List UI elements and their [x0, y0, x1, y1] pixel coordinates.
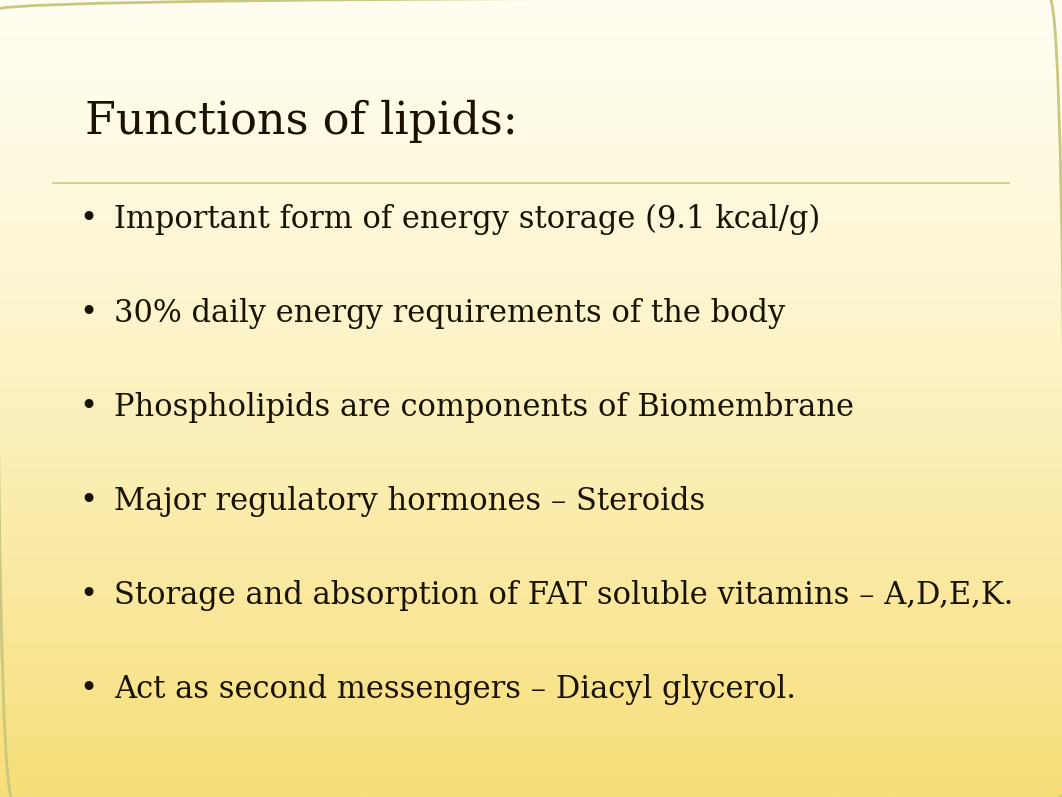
Text: 30% daily energy requirements of the body: 30% daily energy requirements of the bod… [114, 298, 785, 328]
Text: Act as second messengers – Diacyl glycerol.: Act as second messengers – Diacyl glycer… [114, 674, 795, 705]
Text: Storage and absorption of FAT soluble vitamins – A,D,E,K.: Storage and absorption of FAT soluble vi… [114, 580, 1013, 611]
Text: •: • [80, 674, 98, 705]
Text: •: • [80, 204, 98, 234]
Text: Functions of lipids:: Functions of lipids: [85, 100, 517, 143]
Text: Phospholipids are components of Biomembrane: Phospholipids are components of Biomembr… [114, 392, 854, 422]
Text: •: • [80, 298, 98, 328]
Text: Important form of energy storage (9.1 kcal/g): Important form of energy storage (9.1 kc… [114, 203, 820, 235]
Text: Major regulatory hormones – Steroids: Major regulatory hormones – Steroids [114, 486, 705, 516]
Text: •: • [80, 486, 98, 516]
Text: •: • [80, 580, 98, 611]
Text: •: • [80, 392, 98, 422]
